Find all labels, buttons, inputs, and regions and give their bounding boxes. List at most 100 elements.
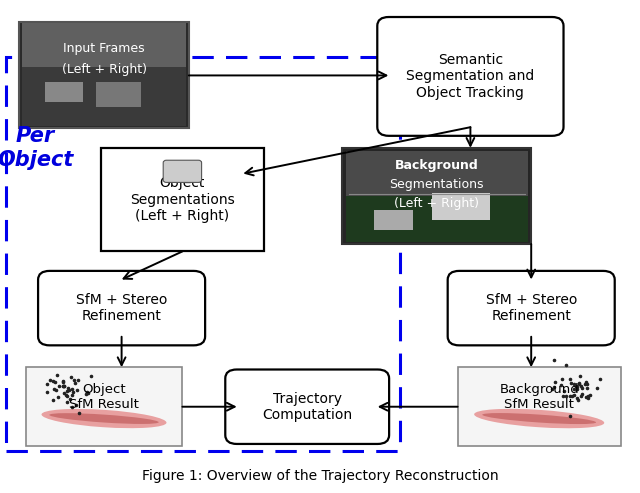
- Text: (Left + Right): (Left + Right): [394, 197, 479, 210]
- Point: [561, 392, 571, 400]
- Text: Segmentations: Segmentations: [390, 178, 484, 191]
- Point: [575, 372, 586, 380]
- Text: Semantic
Segmentation and
Object Tracking: Semantic Segmentation and Object Trackin…: [406, 53, 534, 100]
- Point: [52, 372, 63, 380]
- FancyBboxPatch shape: [458, 367, 621, 446]
- FancyBboxPatch shape: [100, 148, 264, 251]
- Point: [556, 381, 566, 388]
- Point: [575, 392, 586, 400]
- Point: [568, 390, 579, 398]
- Point: [73, 376, 83, 384]
- Point: [576, 382, 586, 389]
- Point: [572, 383, 582, 391]
- FancyBboxPatch shape: [432, 193, 490, 220]
- FancyBboxPatch shape: [163, 160, 202, 182]
- Point: [581, 379, 591, 387]
- Point: [54, 383, 64, 390]
- Point: [48, 377, 58, 385]
- FancyBboxPatch shape: [38, 271, 205, 345]
- Text: SfM Result: SfM Result: [504, 398, 574, 411]
- FancyBboxPatch shape: [22, 68, 186, 126]
- FancyBboxPatch shape: [448, 271, 614, 345]
- Point: [583, 394, 593, 402]
- Point: [61, 392, 72, 400]
- Point: [58, 382, 68, 390]
- Point: [51, 378, 61, 386]
- Text: (Left + Right): (Left + Right): [61, 64, 147, 76]
- Point: [595, 376, 605, 384]
- Point: [49, 385, 60, 392]
- Point: [592, 385, 602, 392]
- Point: [581, 393, 591, 401]
- FancyBboxPatch shape: [19, 22, 189, 128]
- Point: [51, 386, 61, 394]
- Point: [82, 388, 92, 396]
- Point: [559, 387, 569, 395]
- Ellipse shape: [42, 409, 166, 428]
- FancyBboxPatch shape: [374, 210, 413, 230]
- Point: [42, 380, 52, 388]
- FancyBboxPatch shape: [346, 193, 528, 242]
- FancyBboxPatch shape: [22, 23, 186, 68]
- Point: [68, 388, 78, 396]
- FancyBboxPatch shape: [225, 370, 389, 444]
- Point: [583, 391, 593, 399]
- Point: [58, 382, 68, 390]
- Text: SfM + Stereo
Refinement: SfM + Stereo Refinement: [76, 293, 167, 323]
- Point: [557, 392, 568, 400]
- Point: [571, 382, 581, 390]
- Text: Background: Background: [499, 383, 579, 396]
- Point: [67, 391, 77, 399]
- Point: [569, 380, 579, 387]
- Point: [577, 385, 588, 392]
- Point: [561, 361, 572, 369]
- Point: [64, 386, 74, 393]
- Point: [585, 391, 595, 399]
- FancyBboxPatch shape: [26, 367, 182, 446]
- Point: [70, 379, 81, 387]
- Point: [42, 388, 52, 396]
- Point: [574, 380, 584, 388]
- Point: [59, 389, 69, 397]
- Point: [52, 393, 63, 401]
- Point: [59, 383, 69, 390]
- Point: [83, 389, 93, 397]
- FancyBboxPatch shape: [346, 151, 528, 196]
- Point: [549, 383, 559, 391]
- Text: Object
Segmentations
(Left + Right): Object Segmentations (Left + Right): [130, 176, 235, 223]
- Point: [566, 379, 576, 387]
- Point: [72, 387, 82, 394]
- Point: [550, 378, 560, 386]
- Point: [572, 393, 582, 401]
- Point: [81, 389, 92, 397]
- Point: [547, 385, 557, 393]
- Ellipse shape: [474, 409, 604, 428]
- Point: [565, 392, 575, 400]
- Ellipse shape: [49, 413, 159, 424]
- Point: [573, 396, 584, 404]
- Point: [557, 375, 567, 383]
- Point: [582, 385, 592, 392]
- Point: [67, 403, 77, 411]
- Point: [74, 409, 84, 417]
- FancyBboxPatch shape: [45, 82, 83, 102]
- FancyBboxPatch shape: [342, 148, 531, 244]
- Point: [66, 373, 76, 381]
- Text: Object: Object: [82, 383, 126, 396]
- Point: [70, 401, 81, 409]
- Point: [568, 386, 579, 393]
- Point: [63, 384, 73, 392]
- Point: [68, 377, 79, 385]
- Point: [61, 391, 71, 399]
- Point: [548, 356, 559, 364]
- Point: [573, 379, 584, 387]
- Point: [48, 396, 58, 404]
- Point: [59, 383, 69, 390]
- Text: Figure 1: Overview of the Trajectory Reconstruction: Figure 1: Overview of the Trajectory Rec…: [141, 469, 499, 483]
- Text: Background: Background: [395, 159, 479, 172]
- Point: [67, 385, 77, 392]
- Point: [86, 372, 96, 380]
- Point: [564, 375, 575, 383]
- Text: Input Frames: Input Frames: [63, 42, 145, 55]
- Point: [58, 377, 68, 385]
